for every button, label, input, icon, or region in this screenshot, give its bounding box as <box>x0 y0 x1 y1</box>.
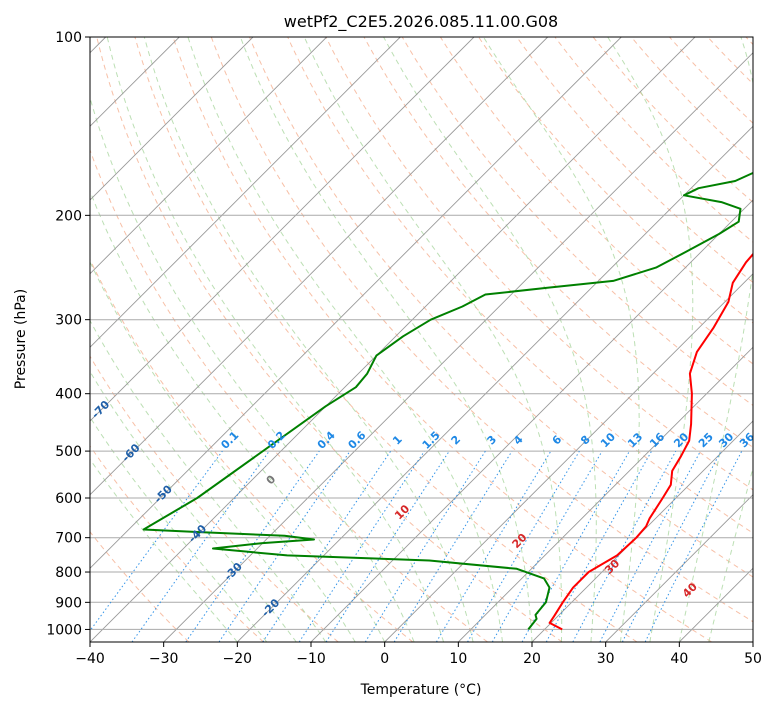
x-tick-label: 40 <box>670 651 688 667</box>
x-tick-label: 0 <box>380 651 389 667</box>
dry-adiabat <box>287 37 753 534</box>
moist-adiabat <box>239 37 533 642</box>
x-tick-label: 10 <box>449 651 467 667</box>
mixing-ratio-line <box>325 450 450 642</box>
axes: −40 −30 −20 −10 0 10 20 30 40 50 100 200 300 400 500 60… <box>46 30 762 667</box>
temperature-profile <box>548 252 753 631</box>
dewpoint-profile <box>142 171 753 631</box>
y-tick-label: 500 <box>55 444 82 460</box>
x-tick-label: 50 <box>744 651 762 667</box>
isotherm-line <box>90 37 475 422</box>
x-axis-label: Temperature (°C) <box>360 682 482 698</box>
mixing-ratio-line <box>572 450 677 642</box>
y-tick-label: 600 <box>55 491 82 507</box>
plot-frame <box>89 36 754 643</box>
dry-adiabat <box>96 37 563 642</box>
y-tick-label: 800 <box>55 565 82 581</box>
x-tick-label: −30 <box>149 651 179 667</box>
isotherm-line <box>236 125 753 642</box>
mixing-ratio-line <box>491 450 603 642</box>
background-lines <box>90 37 753 642</box>
mixing-ratio-line <box>90 450 223 632</box>
dry-adiabat <box>401 37 753 407</box>
moist-adiabat <box>90 189 386 642</box>
dry-adiabat <box>554 37 753 243</box>
isotherm-line <box>90 37 696 642</box>
isotherm-line <box>90 37 254 201</box>
y-tick-label: 900 <box>55 595 82 611</box>
y-axis-label: Pressure (hPa) <box>13 289 29 389</box>
mixing-ratio-line <box>218 450 351 642</box>
profile-layer <box>142 171 753 631</box>
moist-adiabat <box>106 37 445 642</box>
moist-adiabat <box>607 37 694 642</box>
dry-adiabat <box>249 37 753 578</box>
isotherm-line <box>457 346 753 642</box>
isotherm-line <box>310 199 753 642</box>
x-tick-label: −10 <box>296 651 326 667</box>
moist-adiabat <box>143 37 474 642</box>
mixing-ratio-line <box>393 450 513 642</box>
dry-adiabat <box>592 37 753 204</box>
isotherm-line <box>90 37 401 348</box>
dry-adiabat <box>134 37 638 642</box>
isotherm-line <box>605 494 753 642</box>
dry-adiabat <box>363 37 753 448</box>
mixing-ratio-line <box>467 450 580 642</box>
moist-adiabat <box>90 370 297 642</box>
y-tick-label: 700 <box>55 531 82 547</box>
dry-adiabat <box>439 37 753 365</box>
moist-adiabat <box>303 37 563 642</box>
dry-adiabat <box>516 37 753 284</box>
dry-adiabat <box>90 355 339 642</box>
mixing-ratio-line <box>435 450 552 642</box>
y-tick-label: 1000 <box>46 622 82 638</box>
isotherm-line <box>90 37 328 275</box>
y-tick-label: 200 <box>55 208 82 224</box>
dry-adiabat <box>90 530 190 642</box>
x-tick-label: −20 <box>223 651 253 667</box>
x-tick-label: −40 <box>75 651 105 667</box>
y-tick-label: 400 <box>55 387 82 403</box>
y-tick-label: 300 <box>55 313 82 329</box>
y-tick-label: 100 <box>55 30 82 46</box>
chart-title: wetPf2_C2E5.2026.085.11.00.G08 <box>284 12 558 32</box>
dry-adiabat <box>630 37 753 164</box>
moist-adiabat <box>383 37 597 642</box>
isotherm-line <box>90 37 622 569</box>
x-tick-label: 30 <box>597 651 615 667</box>
x-tick-label: 20 <box>523 651 541 667</box>
mixing-ratio-line <box>364 450 486 642</box>
moist-adiabat <box>90 260 356 642</box>
isotherm-line <box>384 273 753 642</box>
moist-adiabat <box>90 416 268 642</box>
isotherm-line <box>163 52 753 642</box>
moist-adiabat <box>187 37 503 642</box>
mixing-ratio-line <box>545 450 653 642</box>
moist-adiabat <box>482 37 640 642</box>
isotherm-line <box>90 37 549 496</box>
moist-adiabat <box>90 458 238 642</box>
dry-adiabat <box>325 37 753 491</box>
mixing-ratio-line <box>131 450 270 642</box>
mixing-ratio-line <box>185 450 320 642</box>
